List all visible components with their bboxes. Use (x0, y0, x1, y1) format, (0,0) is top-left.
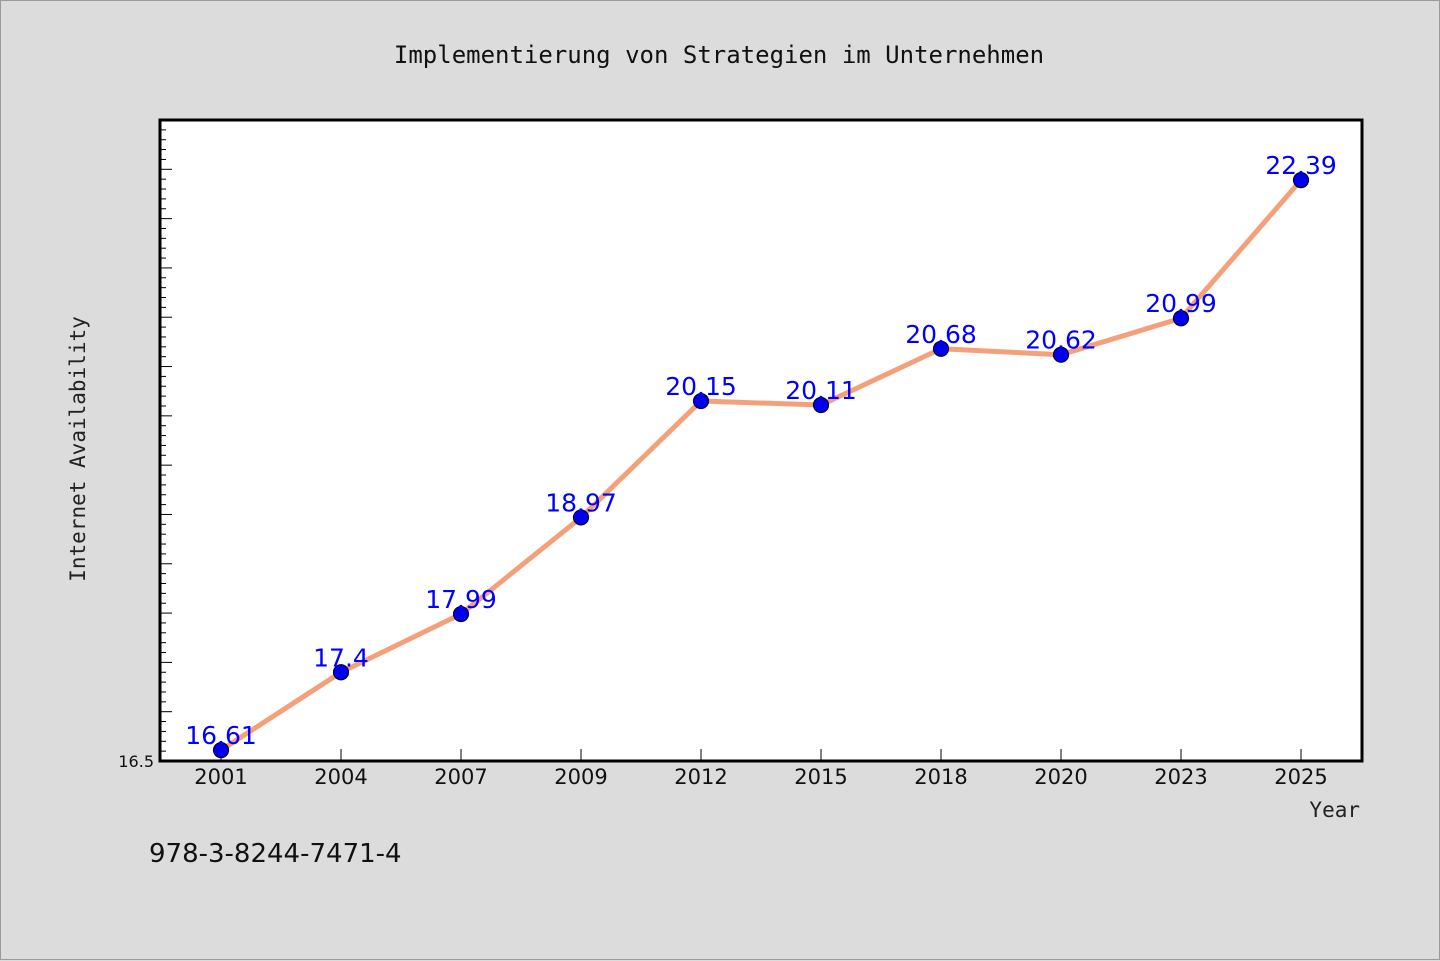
data-point (1052, 346, 1070, 363)
series-line (218, 177, 1304, 753)
data-label: 17.99 (425, 585, 497, 614)
y-axis-title: Internet Availability (66, 316, 90, 582)
x-axis-title: Year (1309, 798, 1360, 822)
data-point (1292, 172, 1310, 189)
isbn-text: 978-3-8244-7471-4 (149, 839, 402, 869)
x-tick-label: 2004 (314, 765, 367, 789)
y-tick-label: 16.5 (118, 752, 154, 771)
data-point (572, 509, 590, 526)
x-tick-label: 2023 (1154, 765, 1207, 789)
x-tick-label: 2015 (794, 765, 847, 789)
data-point (332, 664, 350, 681)
x-axis-ticks: 2001 2004 2007 2009 2012 2015 2018 2020 2023 2025 (194, 749, 1328, 789)
x-tick-label: 2012 (674, 765, 727, 789)
x-tick-label: 2009 (554, 765, 607, 789)
data-point (1172, 310, 1190, 327)
data-point (452, 605, 470, 623)
x-tick-label: 2018 (914, 765, 967, 789)
data-label: 20.99 (1145, 289, 1217, 318)
data-label: 20.62 (1025, 326, 1097, 355)
data-label: 20.15 (665, 372, 737, 401)
series-layer (212, 172, 1310, 759)
data-point (932, 340, 950, 357)
data-point (692, 392, 710, 410)
data-label: 22.39 (1265, 151, 1337, 180)
data-label: 20.11 (785, 376, 857, 405)
x-tick-label: 2001 (194, 765, 247, 789)
x-tick-label: 2020 (1034, 765, 1087, 789)
x-tick-label: 2007 (434, 765, 487, 789)
data-point (212, 742, 230, 759)
data-label-layer: 16.61 17.4 17.99 18.97 20.15 20.11 20.68 20.62 2… (185, 151, 1337, 750)
data-label: 18.97 (545, 488, 617, 517)
y-axis-ticks: 16.5 (118, 129, 172, 771)
chart-title: Implementierung von Strategien im Untern… (394, 41, 1044, 69)
data-point (812, 396, 830, 414)
x-tick-label: 2025 (1274, 765, 1327, 789)
plot-area (158, 118, 1364, 763)
data-label: 20.68 (905, 320, 977, 349)
data-label: 17.4 (313, 643, 369, 672)
data-label: 16.61 (185, 721, 257, 750)
